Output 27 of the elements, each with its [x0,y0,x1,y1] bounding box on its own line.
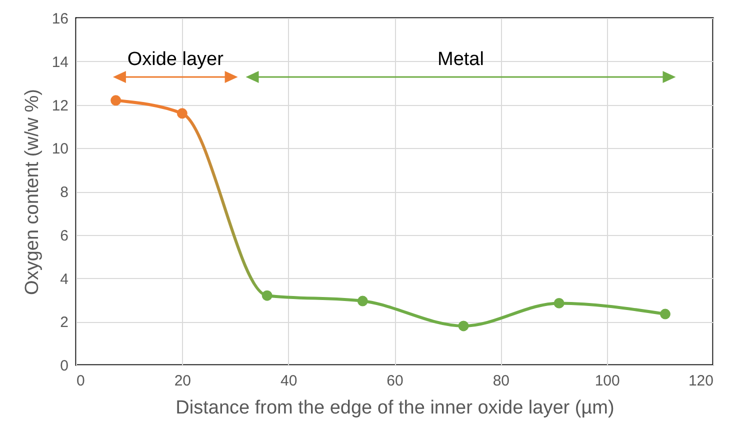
y-tick-label: 0 [60,358,68,374]
x-tick-label: 0 [76,372,85,390]
x-tick-label: 20 [174,372,192,390]
x-tick-label: 80 [492,372,510,390]
y-tick-label: 12 [52,97,68,114]
y-tick-label: 4 [60,270,68,288]
point [458,320,469,332]
y-tick-label: 10 [52,140,68,158]
y-tick-label: 16 [52,10,68,28]
annotation: Metal [438,48,484,70]
x-tick-label: 100 [594,372,620,390]
y-tick-label: 8 [60,184,68,201]
y-tick-label: 2 [60,314,68,332]
x-tick-label: 60 [386,372,404,390]
y-tick-label: 14 [52,54,68,71]
point [262,290,272,301]
x-axis-title: Distance from the edge of the inner oxide layer (µm) [176,398,614,418]
x-tick-label: 120 [688,372,714,390]
point [176,108,188,119]
annotation: Oxide layer [127,48,224,70]
point [110,95,122,106]
point [554,298,564,308]
point [660,308,670,320]
y-tick-label: 6 [60,227,68,244]
point [357,296,368,306]
x-tick-label: 40 [280,372,298,390]
y-axis-title: Oxygen content (w/w %) [22,89,43,295]
